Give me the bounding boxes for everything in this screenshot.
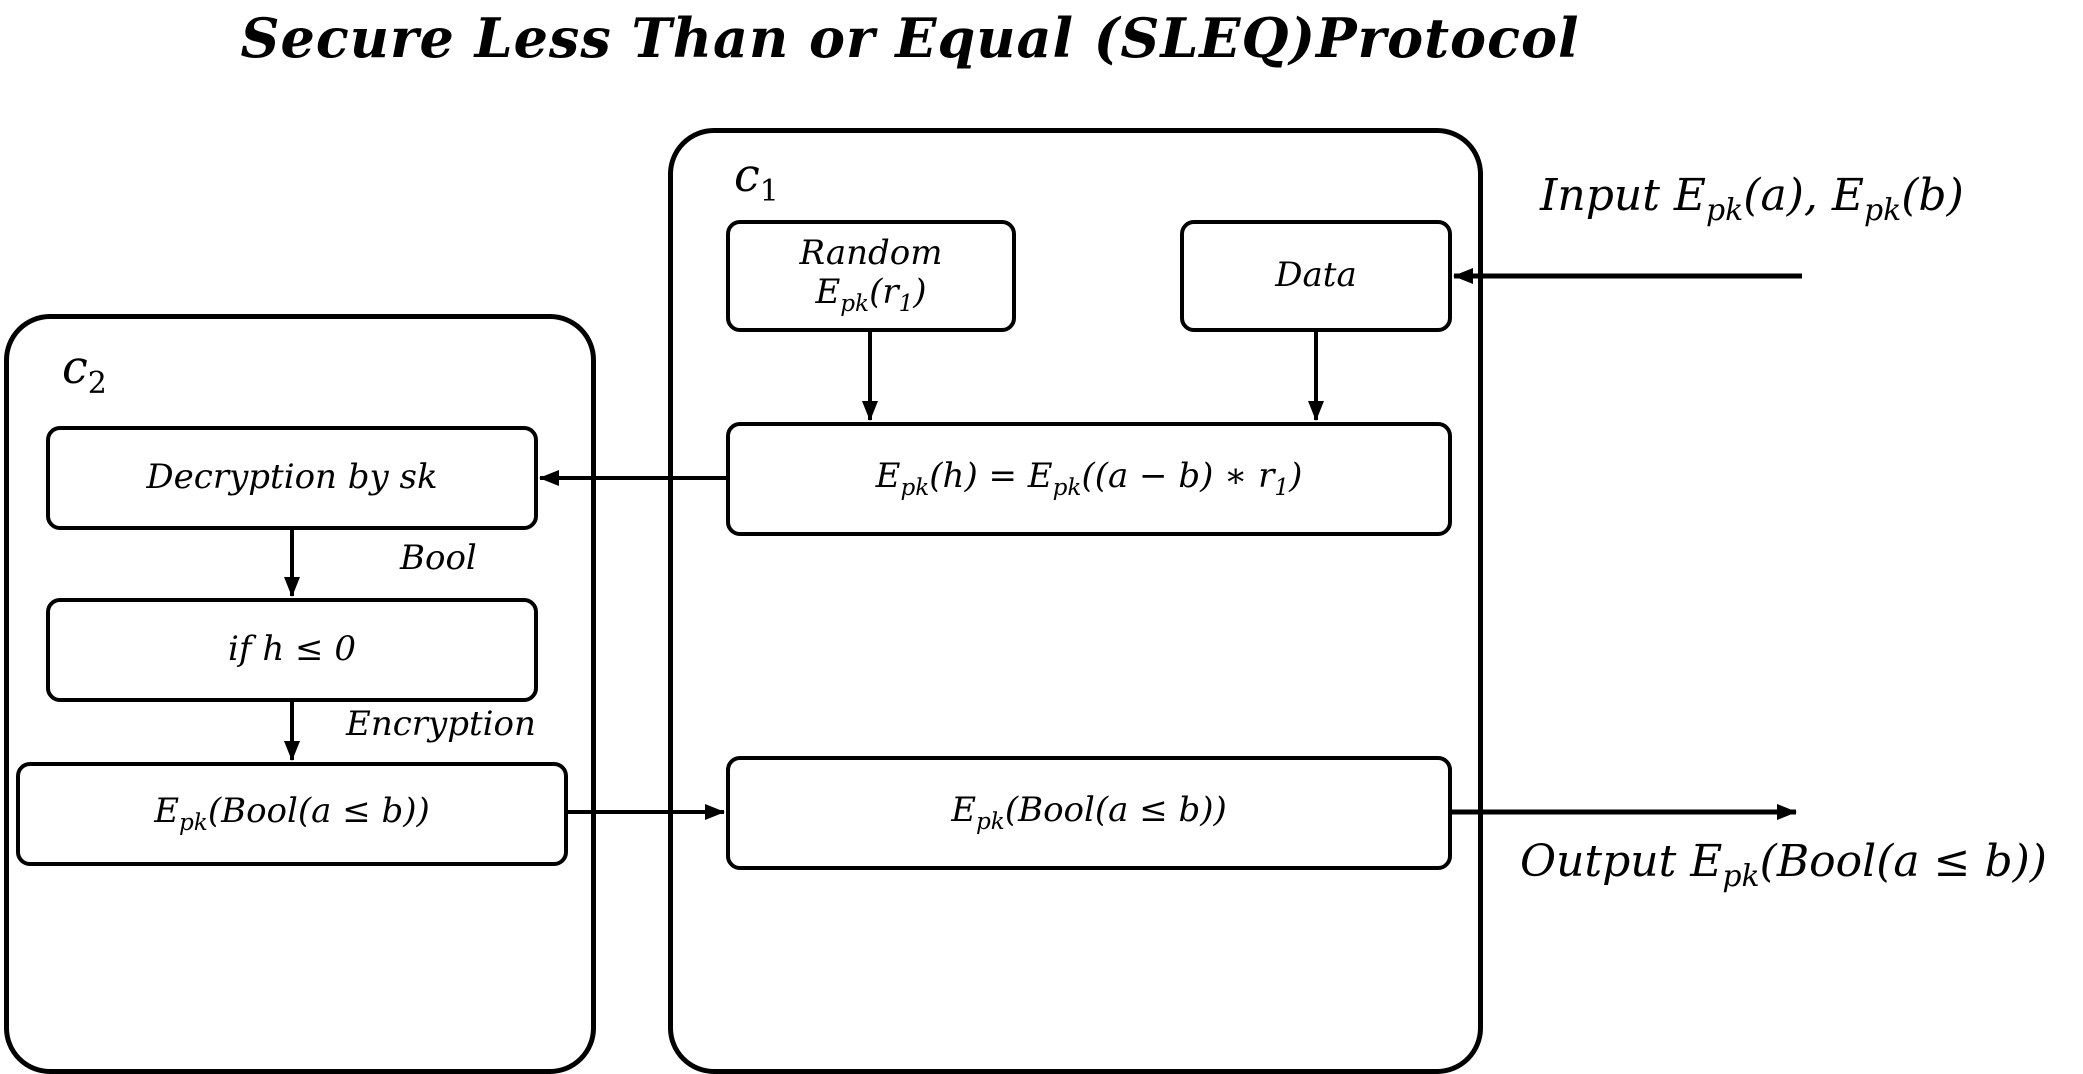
input-mid: (a), E xyxy=(1743,170,1864,221)
panel-c2-label: c2 xyxy=(62,340,107,401)
h-close: ) xyxy=(1289,455,1303,496)
c1-result-node: Epk(Bool(a ≤ b)) xyxy=(726,756,1452,870)
output-tail: (Bool(a ≤ b)) xyxy=(1759,836,2047,887)
random-node-line2: Epk(r1) xyxy=(815,273,926,317)
h-E: E xyxy=(875,455,901,496)
decryption-label: Decryption by sk xyxy=(146,457,438,498)
input-sub1: pk xyxy=(1706,192,1744,228)
encryption-flow-label: Encryption xyxy=(346,704,536,744)
output-sub: pk xyxy=(1722,858,1760,894)
c2-result-node: Epk(Bool(a ≤ b)) xyxy=(16,762,568,866)
random-E: E xyxy=(815,272,841,313)
h-sub: pk xyxy=(900,474,930,501)
data-node-label: Data xyxy=(1275,255,1357,296)
h-computation-formula: Epk(h) = Epk((a − b) ∗ r1) xyxy=(875,455,1303,501)
h-tail: ((a − b) ∗ r xyxy=(1081,455,1275,496)
random-node: Random Epk(r1) xyxy=(726,220,1016,332)
diagram-title: Secure Less Than or Equal (SLEQ)Protocol xyxy=(240,6,1580,70)
c2-result-formula: Epk(Bool(a ≤ b)) xyxy=(154,790,430,836)
compare-label: if h ≤ 0 xyxy=(228,629,356,670)
h-mid: (h) = E xyxy=(929,455,1053,496)
random-close: ) xyxy=(913,272,927,313)
panel-c1-label: c1 xyxy=(734,148,779,209)
input-prefix: Input E xyxy=(1540,170,1707,221)
panel-c2-index: 2 xyxy=(87,366,107,402)
h-tailsub: 1 xyxy=(1274,474,1290,501)
h-computation-node: Epk(h) = Epk((a − b) ∗ r1) xyxy=(726,422,1452,536)
input-tail: (b) xyxy=(1901,170,1964,221)
decryption-node: Decryption by sk xyxy=(46,426,538,530)
data-node: Data xyxy=(1180,220,1452,332)
random-node-line1: Random xyxy=(799,233,943,274)
panel-c2-letter: c xyxy=(62,340,88,394)
random-arg: (r xyxy=(869,272,899,313)
c1-result-formula: Epk(Bool(a ≤ b)) xyxy=(951,789,1227,835)
c2-result-E: E xyxy=(154,790,180,831)
output-label: Output Epk(Bool(a ≤ b)) xyxy=(1520,836,2047,894)
random-argsub: 1 xyxy=(898,291,914,318)
compare-node: if h ≤ 0 xyxy=(46,598,538,702)
panel-c1-index: 1 xyxy=(759,174,779,210)
panel-c1-letter: c xyxy=(734,148,760,202)
bool-flow-label: Bool xyxy=(400,538,477,578)
c2-result-tail: (Bool(a ≤ b)) xyxy=(207,790,430,831)
input-label: Input Epk(a), Epk(b) xyxy=(1540,170,1964,228)
h-sub2: pk xyxy=(1052,474,1082,501)
c1-result-tail: (Bool(a ≤ b)) xyxy=(1004,789,1227,830)
input-sub2: pk xyxy=(1863,192,1902,228)
c2-result-sub: pk xyxy=(179,809,208,836)
c1-result-sub: pk xyxy=(976,808,1005,835)
random-sub: pk xyxy=(840,291,870,318)
output-prefix: Output E xyxy=(1520,836,1723,887)
c1-result-E: E xyxy=(951,789,977,830)
